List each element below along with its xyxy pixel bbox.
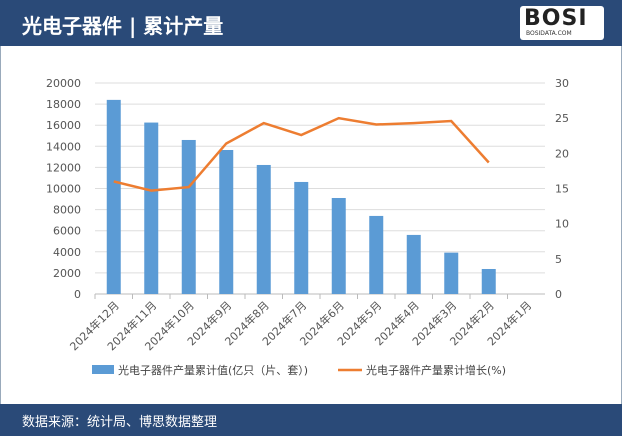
line-series	[113, 116, 490, 192]
y-left-tick: 16000	[46, 119, 81, 132]
bar	[106, 99, 121, 294]
y-right-tick: 0	[555, 288, 562, 301]
header-bar: 光电子器件 | 累计产量 BOSI BOSIDATA.COM	[0, 0, 622, 46]
page-title: 光电子器件 | 累计产量	[22, 14, 224, 38]
y-right-tick: 25	[555, 112, 569, 125]
bar	[144, 122, 159, 294]
bar	[294, 181, 309, 294]
y-left-tick: 0	[74, 288, 81, 301]
bar	[256, 164, 271, 294]
y-left-tick: 4000	[53, 246, 81, 259]
legend-bar-label: 光电子器件产量累计值(亿只（片、套）)	[118, 363, 308, 377]
y-right-tick: 10	[555, 218, 569, 231]
bar	[181, 139, 196, 294]
logo-subtext: BOSIDATA.COM	[526, 30, 572, 37]
bar	[369, 215, 384, 294]
bar	[481, 268, 496, 294]
y-left-tick: 12000	[46, 161, 81, 174]
y-right-tick: 5	[555, 253, 562, 266]
footer-bar: 数据来源：统计局、博思数据整理	[0, 404, 622, 436]
bosi-logo: BOSI BOSIDATA.COM	[520, 6, 604, 40]
y-right-tick: 20	[555, 147, 569, 160]
legend-line-label: 光电子器件产量累计增长(%)	[366, 363, 506, 377]
y-left-tick: 14000	[46, 140, 81, 153]
logo-text: BOSI	[524, 6, 588, 31]
y-left-tick: 10000	[46, 183, 81, 196]
y-left-tick: 6000	[53, 225, 81, 238]
y-left-tick: 18000	[46, 98, 81, 111]
y-left-tick: 2000	[53, 267, 81, 280]
bar	[406, 234, 421, 294]
legend-bar-swatch	[92, 365, 114, 374]
y-right-tick: 15	[555, 183, 569, 196]
bar	[331, 197, 346, 294]
y-left-tick: 8000	[53, 204, 81, 217]
bar	[219, 149, 234, 294]
data-source: 数据来源：统计局、博思数据整理	[22, 415, 218, 430]
bar	[444, 252, 459, 294]
y-left-tick: 20000	[46, 77, 81, 90]
y-right-tick: 30	[555, 77, 569, 90]
